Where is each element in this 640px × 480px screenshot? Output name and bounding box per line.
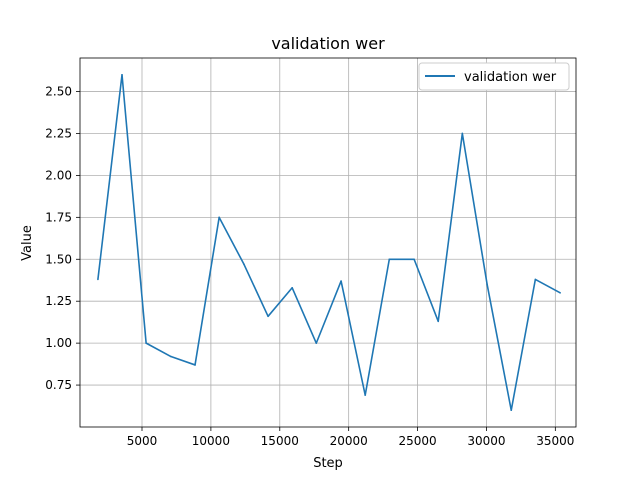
series-line-0 — [97, 73, 561, 412]
data-point — [340, 280, 342, 282]
x-tick-label: 25000 — [398, 434, 436, 448]
x-tick-label: 35000 — [536, 434, 574, 448]
data-point — [437, 320, 440, 323]
x-tick-label: 30000 — [467, 434, 505, 448]
chart-title: validation wer — [271, 34, 385, 53]
x-axis-label: Step — [313, 456, 343, 471]
y-tick-label: 1.25 — [45, 294, 72, 308]
legend: validation wer — [418, 62, 570, 91]
x-tick-label: 5000 — [127, 434, 158, 448]
plot-area — [79, 57, 577, 428]
x-tick-label: 15000 — [261, 434, 299, 448]
data-point — [97, 278, 99, 281]
y-tick-label: 1.50 — [45, 252, 72, 266]
data-point — [218, 216, 220, 219]
data-point — [243, 263, 245, 266]
data-point — [413, 258, 415, 261]
data-point — [461, 132, 464, 135]
data-point — [194, 364, 196, 366]
legend-box — [418, 62, 570, 91]
grid — [80, 58, 576, 427]
x-tick-label: 10000 — [192, 434, 230, 448]
data-point — [364, 394, 367, 396]
data-point — [145, 342, 147, 344]
y-tick-label: 1.75 — [45, 210, 72, 224]
y-tick-label: 2.50 — [45, 85, 72, 99]
series-layer — [97, 73, 561, 412]
data-point — [291, 286, 293, 289]
data-point — [534, 278, 537, 281]
data-point — [170, 355, 172, 358]
data-point — [388, 258, 391, 261]
axis-ticks: 5000 10000 15000 20000 25000 30000 35000 0.75 1.… — [45, 85, 574, 448]
y-tick-label: 2.25 — [45, 126, 72, 140]
data-point — [510, 409, 513, 412]
data-point — [315, 342, 318, 344]
legend-label: validation wer — [464, 70, 557, 85]
data-point — [267, 315, 269, 318]
y-axis-label: Value — [20, 225, 35, 261]
data-point — [121, 73, 123, 76]
x-tick-label: 20000 — [330, 434, 368, 448]
y-tick-label: 0.75 — [45, 378, 72, 392]
data-point — [486, 283, 488, 286]
data-point — [559, 292, 561, 294]
y-tick-label: 2.00 — [45, 168, 72, 182]
y-tick-label: 1.00 — [45, 336, 72, 350]
